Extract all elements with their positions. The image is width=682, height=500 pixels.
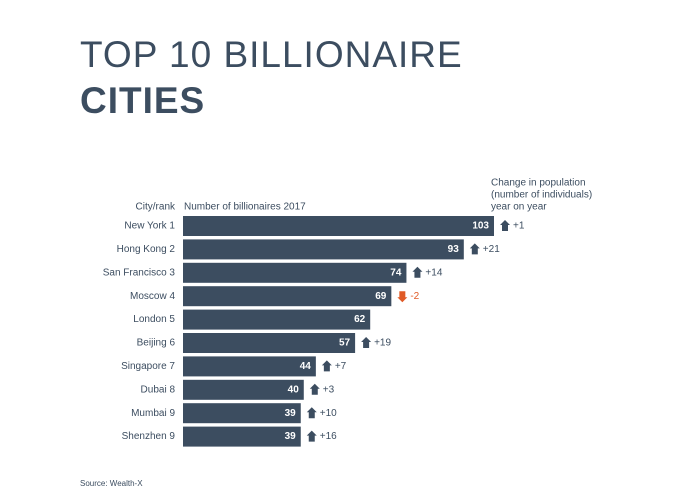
category-label: New York 1	[124, 221, 175, 232]
change-arrow-down	[397, 291, 408, 303]
change-label: +3	[323, 384, 335, 395]
value-label: 44	[300, 361, 312, 372]
category-label: Mumbai 9	[131, 408, 175, 419]
change-label: +1	[513, 221, 525, 232]
bar	[183, 333, 356, 353]
bar	[183, 379, 304, 400]
value-label: 39	[285, 431, 297, 442]
change-label: +16	[320, 431, 337, 442]
category-label: Dubai 8	[141, 384, 176, 395]
change-arrow-up	[500, 220, 510, 231]
change-arrow-up	[309, 383, 320, 395]
value-label: 69	[375, 291, 387, 302]
chart-title: TOP 10 BILLIONAIRE	[80, 34, 463, 75]
change-arrow-up	[306, 407, 317, 419]
value-label: 93	[448, 244, 460, 255]
value-label: 62	[354, 314, 366, 325]
bar	[183, 356, 316, 377]
value-label: 57	[339, 338, 351, 349]
change-arrow-up	[321, 360, 332, 372]
change-arrow-up	[412, 266, 423, 278]
change-header: year on year	[491, 202, 547, 213]
category-label: Moscow 4	[130, 291, 175, 302]
value-label: 40	[288, 384, 300, 395]
category-label: Hong Kong 2	[117, 244, 176, 255]
category-label: London 5	[133, 314, 175, 325]
change-label: +21	[483, 244, 500, 255]
bar	[183, 426, 301, 447]
change-arrow-up	[469, 243, 480, 255]
bar	[183, 262, 407, 283]
bar	[183, 216, 494, 236]
bar	[183, 309, 371, 330]
change-arrow-up	[306, 430, 317, 442]
change-label: +14	[425, 267, 442, 278]
category-label: Shenzhen 9	[122, 431, 176, 442]
category-label: Singapore 7	[121, 361, 175, 372]
value-label: 39	[285, 408, 297, 419]
bar	[183, 403, 301, 424]
change-label: +7	[335, 361, 347, 372]
change-label: -2	[410, 291, 419, 302]
source: Source: Wealth-X	[80, 479, 143, 488]
value-header: Number of billionaires 2017	[184, 202, 306, 213]
category-label: Beijing 6	[137, 338, 176, 349]
bar	[183, 286, 392, 307]
value-label: 74	[390, 267, 402, 278]
change-label: +10	[320, 408, 337, 419]
change-arrow-up	[361, 337, 372, 348]
value-label: 103	[472, 221, 489, 232]
category-header: City/rank	[136, 202, 176, 213]
change-header: Change in population	[491, 178, 586, 189]
chart-title: CITIES	[80, 80, 205, 121]
change-header: (number of individuals)	[491, 190, 592, 201]
bar	[183, 239, 464, 260]
category-label: San Francisco 3	[103, 267, 176, 278]
change-label: +19	[374, 338, 391, 349]
